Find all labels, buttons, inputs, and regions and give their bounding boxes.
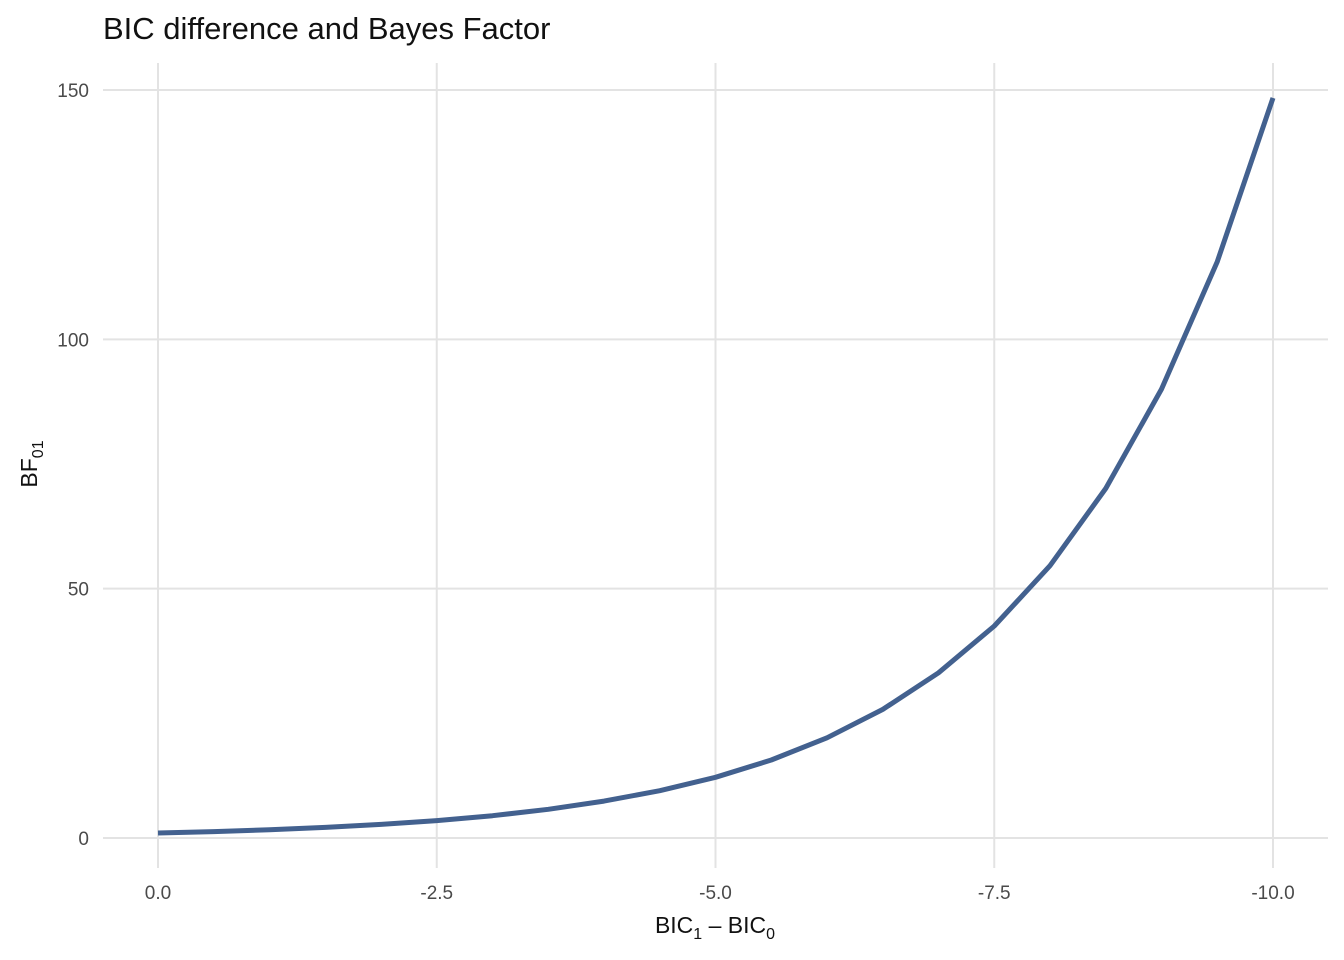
y-tick-label: 150 [57,81,89,102]
y-tick-label: 0 [78,829,89,850]
y-tick-label: 100 [57,330,89,351]
chart-title: BIC difference and Bayes Factor [103,11,550,46]
y-axis-label: BF01 [16,440,47,487]
x-axis-label-sub1: 1 [693,926,702,943]
y-tick-label: 50 [68,580,89,601]
series-layer [157,97,1276,836]
x-tick-label: -2.5 [420,883,453,904]
x-tick-label: -7.5 [978,883,1011,904]
x-tick-label: -5.0 [699,883,732,904]
series-line-0 [157,97,1276,836]
x-axis-label-sep: – BIC [702,912,766,938]
y-axis-label-sub: 01 [30,440,47,458]
x-tick-label: 0.0 [145,883,171,904]
y-axis-label-base: BF [16,458,42,487]
x-axis-label-base: BIC [655,912,693,938]
x-axis-label: BIC1 – BIC0 [655,912,775,943]
gridlines [103,63,1328,868]
y-tick-labels: 0 50 100 150 [57,81,89,850]
x-axis-label-sub2: 0 [766,926,775,943]
x-tick-label: -10.0 [1251,883,1294,904]
x-tick-labels: 0.0 -2.5 -5.0 -7.5 -10.0 [145,883,1295,904]
